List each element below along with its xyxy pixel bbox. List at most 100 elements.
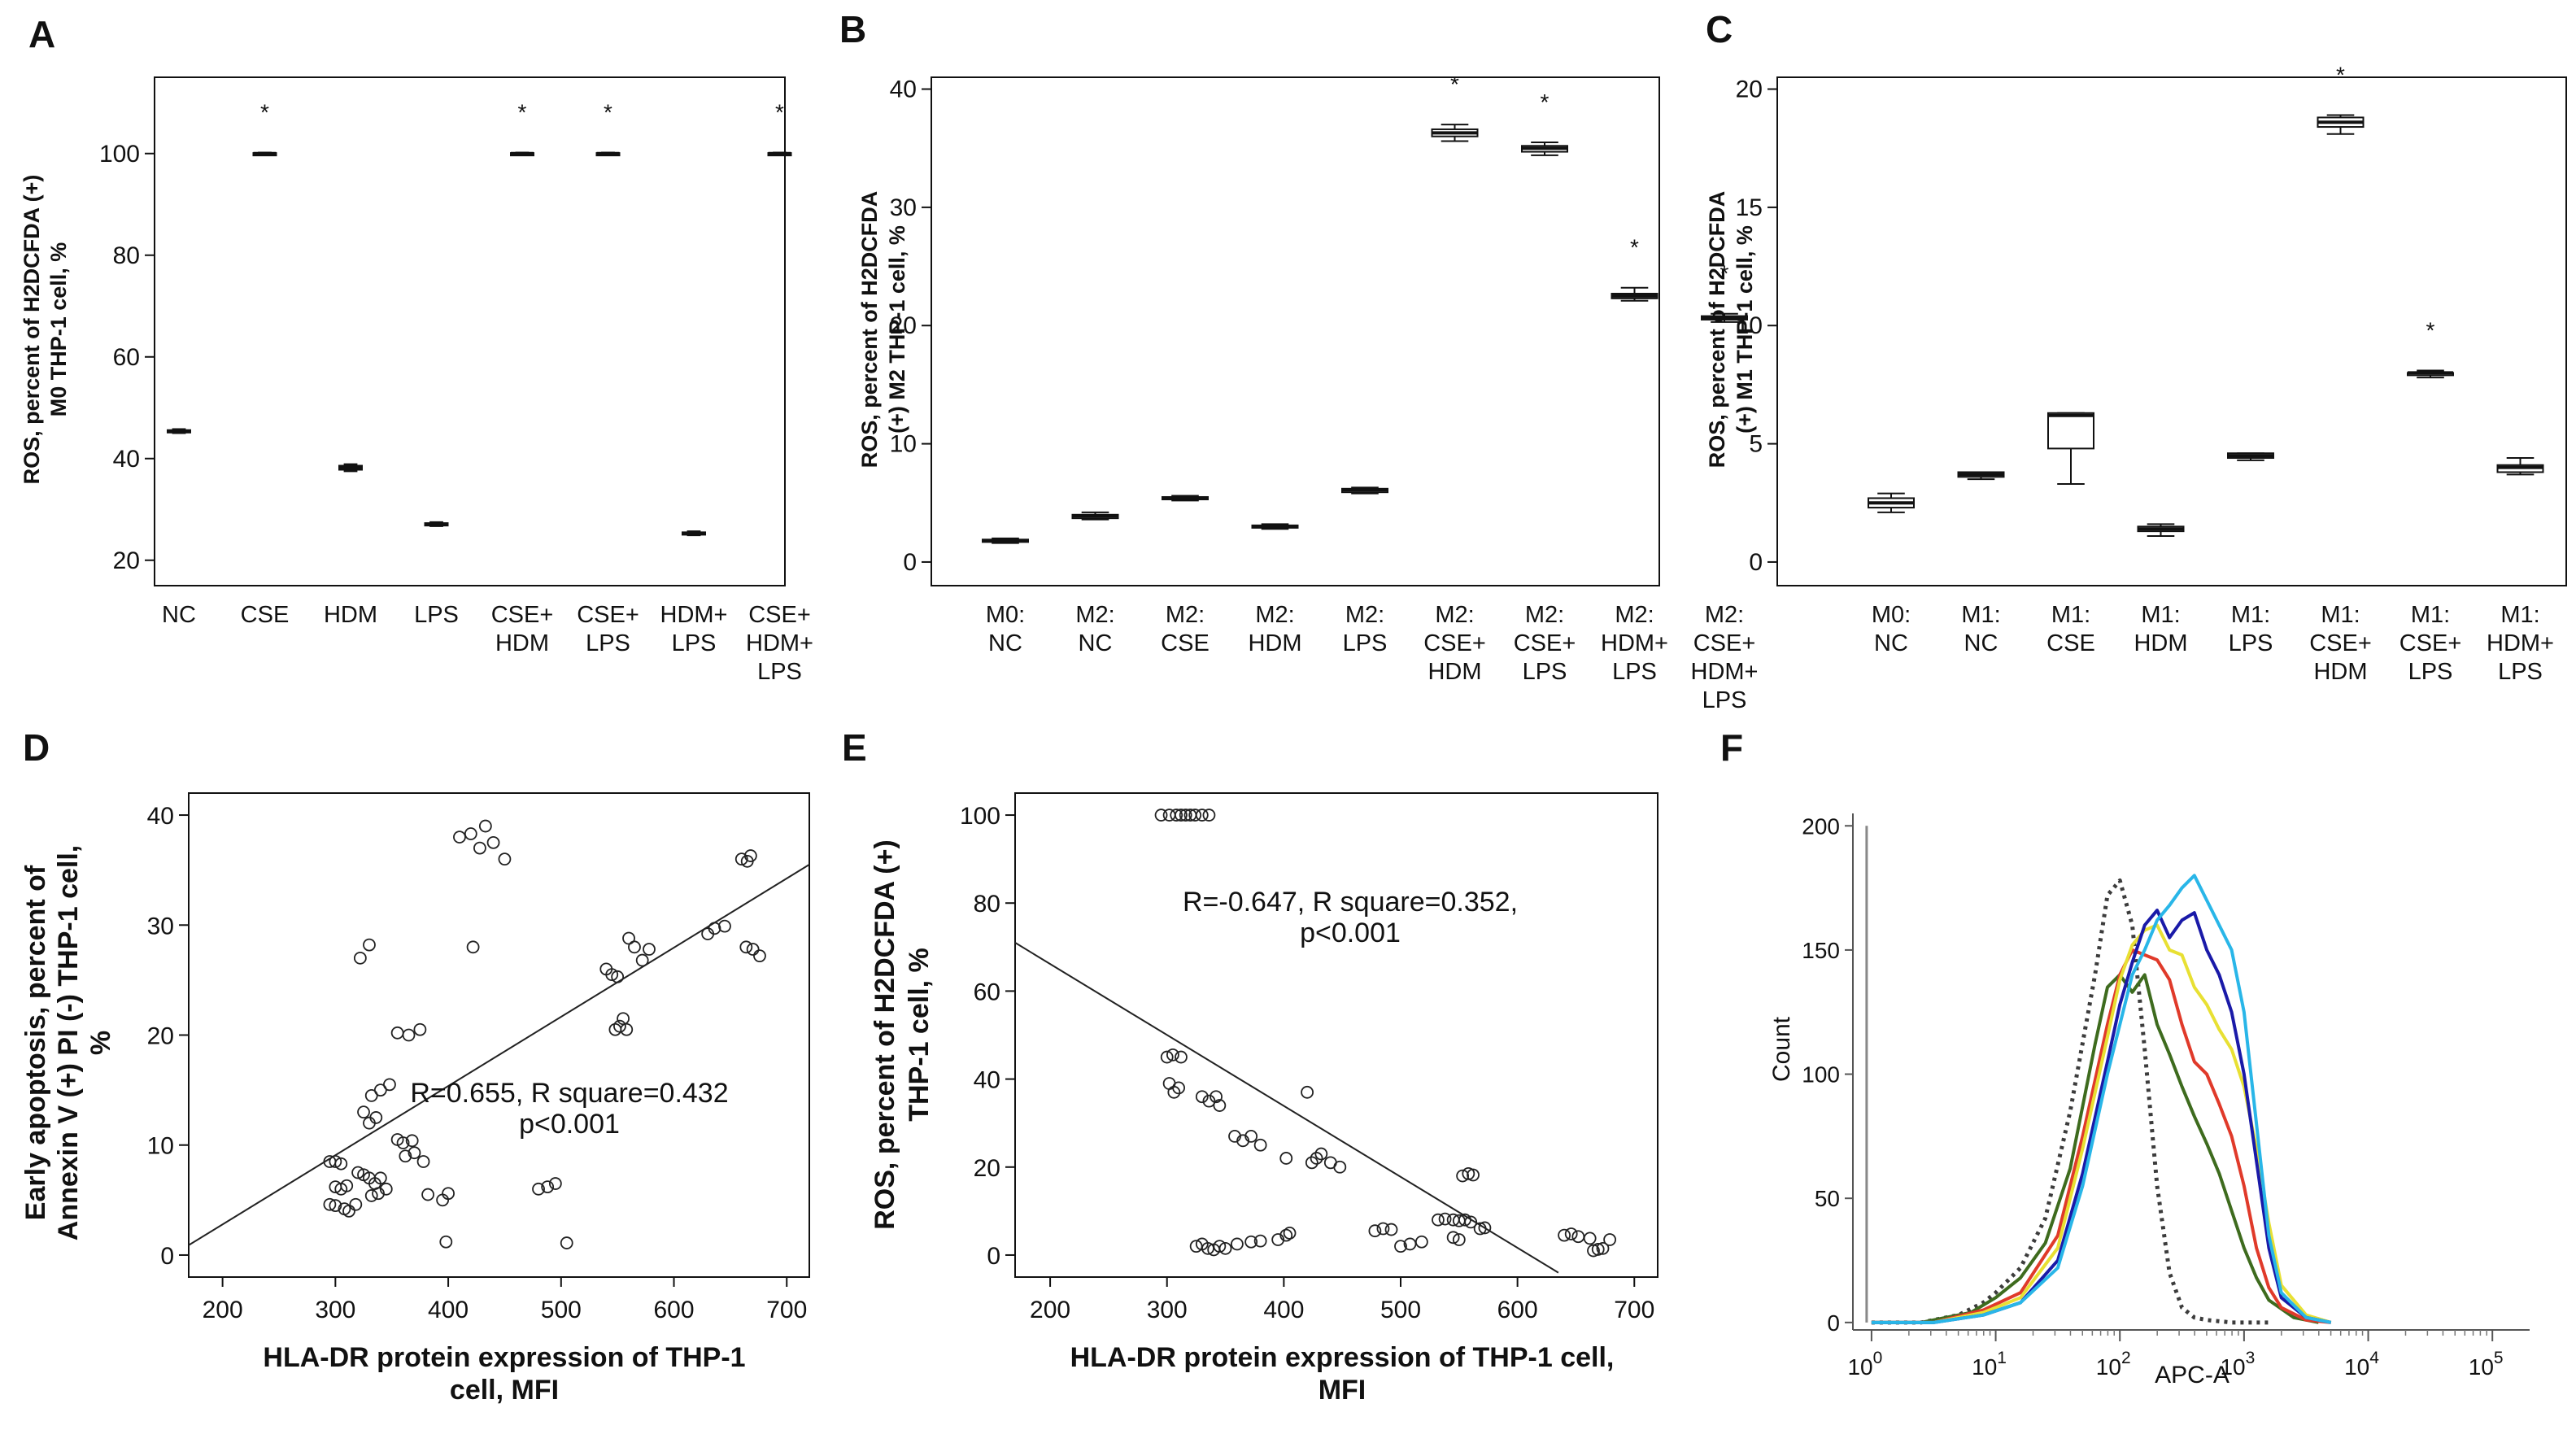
scatter-point: [628, 940, 641, 954]
scatter-point: [1452, 1233, 1466, 1246]
y-tick-label: 30: [147, 913, 174, 939]
category-label: M1: HDM: [2134, 602, 2187, 656]
scatter-point: [1558, 1228, 1571, 1242]
scatter-point: [357, 1105, 370, 1119]
category-label: M0: NC: [1872, 602, 1911, 656]
scatter-point: [369, 1111, 383, 1124]
scatter-point: [1394, 1240, 1407, 1253]
scatter-point: [439, 1235, 453, 1249]
scatter-point: [1175, 1050, 1188, 1064]
scatter-point: [1195, 809, 1209, 822]
significance-star: *: [2336, 63, 2345, 88]
category-label-line: LPS: [1702, 687, 1747, 713]
significance-star: *: [775, 100, 784, 125]
scatter-point: [1464, 1215, 1478, 1229]
scatter-point: [541, 1180, 555, 1194]
scatter-point: [334, 1157, 348, 1171]
category-label-line: HDM+: [746, 630, 813, 656]
y-tick-label: 50: [1815, 1186, 1840, 1211]
correlation-annotation-line: R=-0.647, R square=0.352,: [1183, 887, 1518, 918]
category-label-line: LPS: [586, 630, 630, 656]
x-tick-label: 700: [1614, 1297, 1654, 1323]
scatter-point: [373, 1171, 387, 1185]
category-label-line: M1:: [1961, 602, 2000, 628]
scatter-point: [1314, 1147, 1328, 1161]
x-tick-label: 300: [1147, 1297, 1188, 1323]
scatter-point: [363, 938, 376, 952]
scatter-point: [413, 1022, 427, 1036]
category-label: LPS: [414, 602, 459, 628]
x-tick-label: 500: [1380, 1297, 1421, 1323]
x-axis-label: HLA-DR protein expression of THP-1 cell,…: [1070, 1342, 1615, 1406]
scatter-point: [1244, 1235, 1258, 1249]
significance-star: *: [2426, 317, 2435, 342]
scatter-point: [379, 1182, 393, 1196]
y-tick-label: 20: [974, 1155, 1000, 1182]
category-label-line: HDM+: [2487, 630, 2554, 656]
scatter-point: [643, 943, 656, 956]
significance-star: *: [1630, 235, 1639, 260]
x-tick-label: 300: [315, 1297, 355, 1323]
scatter-point: [1154, 809, 1168, 822]
category-label: M1: CSE+ LPS: [2399, 602, 2462, 685]
scatter-point: [1175, 809, 1188, 822]
category-label-line: LPS: [1523, 659, 1567, 685]
category-label-line: M2:: [1435, 602, 1474, 628]
y-tick-label: 15: [1736, 194, 1763, 221]
y-tick-label: 5: [1749, 431, 1763, 458]
y-axis-label: ROS, percent of H2DCFDA (+) M2 THP-1 cell…: [857, 191, 909, 469]
x-tick-exponent: 1: [1997, 1349, 2007, 1367]
category-label-line: NC: [1874, 630, 1908, 656]
scatter-point: [635, 953, 649, 967]
category-label-line: CSE+: [1514, 630, 1576, 656]
scatter-point: [1172, 1081, 1185, 1095]
y-tick-label: 150: [1802, 938, 1840, 963]
y-axis-label-line: (+) M1 THP-1 cell, %: [1733, 225, 1757, 434]
panel-e-scatter: 0 20 40 60 80 100 200 300 400 500 600 700 R=-0.647, …: [870, 792, 1658, 1406]
scatter-point: [1244, 1130, 1258, 1143]
x-tick-base: 10: [2220, 1354, 2245, 1380]
category-label-line: LPS: [2408, 659, 2453, 685]
y-tick-label: 10: [147, 1133, 174, 1160]
y-tick-label: 20: [890, 312, 917, 339]
scatter-point: [1333, 1160, 1347, 1174]
y-tick-label: 0: [160, 1243, 174, 1270]
y-axis-label-line: ROS, percent of H2DCFDA (+): [20, 175, 44, 485]
scatter-point: [416, 1155, 430, 1168]
scatter-point: [323, 1197, 337, 1211]
panel-a-boxplot: 20 40 60 80 100 ROS, percent of H2DCFDA (+) M0…: [20, 76, 813, 685]
scatter-point: [1438, 1212, 1452, 1226]
panel-label-b: B: [839, 8, 866, 50]
y-tick-label: 0: [903, 549, 917, 576]
scatter-point: [464, 827, 477, 840]
scatter-point: [390, 1026, 404, 1040]
scatter-point: [453, 830, 466, 844]
scatter-point: [349, 1197, 363, 1211]
category-label: M2: HDM: [1248, 602, 1301, 656]
significance-star: *: [1720, 261, 1729, 286]
scatter-point: [1305, 1156, 1319, 1170]
y-axis-label: ROS, percent of H2DCFDA (+) M1 THP-1 cell…: [1705, 191, 1757, 469]
scatter-point: [329, 1155, 342, 1168]
x-tick-base: 10: [1972, 1354, 1997, 1380]
scatter-point: [1253, 1234, 1267, 1248]
scatter-point: [1301, 1085, 1314, 1099]
x-axis-label-line: HLA-DR protein expression of THP-1: [263, 1342, 745, 1373]
category-label-line: HDM: [1427, 659, 1481, 685]
y-axis-label-line: %: [85, 1031, 116, 1055]
correlation-annotation: R=0.655, R square=0.432 p<0.001: [410, 1078, 728, 1140]
x-tick-label: 104: [2344, 1349, 2379, 1380]
x-tick-exponent: 2: [2121, 1349, 2131, 1367]
category-label: M2: CSE+ LPS: [1514, 602, 1576, 685]
category-label-line: M2:: [1705, 602, 1744, 628]
category-label-line: M1:: [2500, 602, 2539, 628]
scatter-point: [478, 819, 492, 833]
category-label-line: CSE+: [1693, 630, 1756, 656]
x-tick-label: 102: [2096, 1349, 2131, 1380]
category-label-line: CSE+: [2399, 630, 2462, 656]
category-label-line: CSE: [2046, 630, 2095, 656]
regression-line: [188, 864, 810, 1246]
scatter-point: [1218, 1241, 1232, 1255]
scatter-point: [1279, 1228, 1293, 1242]
category-label-line: LPS: [1343, 630, 1388, 656]
